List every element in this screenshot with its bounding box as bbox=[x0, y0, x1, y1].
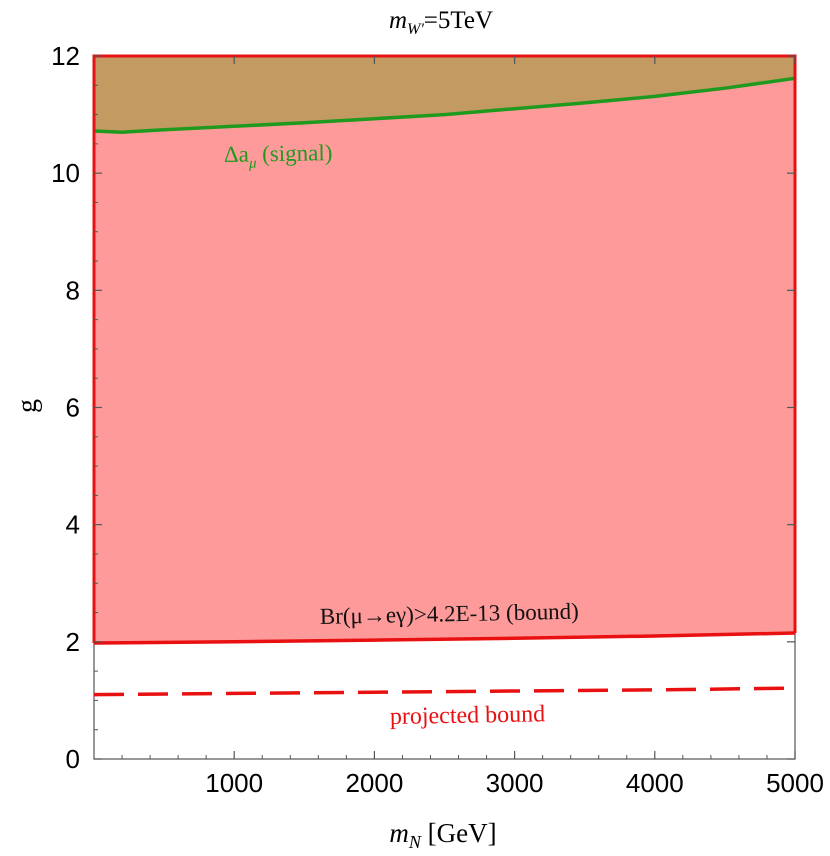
y-tick-label: 10 bbox=[51, 158, 80, 188]
axis-ticks: 0 2 4 6 8 10 12 1000 2000 3000 4000 5000 bbox=[51, 41, 824, 798]
signal-label-rest: (signal) bbox=[256, 140, 332, 166]
chart-title-rest: =5TeV bbox=[424, 7, 493, 34]
x-axis-label: mN [GeV] bbox=[389, 818, 496, 852]
x-axis-label-rest: [GeV] bbox=[421, 818, 497, 848]
projected-bound-label: projected bound bbox=[390, 701, 546, 730]
chart-title-main: m bbox=[389, 7, 407, 34]
y-tick-label: 12 bbox=[51, 41, 80, 71]
x-axis-label-sub: N bbox=[408, 832, 422, 852]
x-tick-label: 5000 bbox=[766, 768, 824, 798]
x-tick-label: 2000 bbox=[345, 768, 403, 798]
signal-label-sub: μ bbox=[248, 155, 257, 171]
y-tick-label: 2 bbox=[66, 627, 80, 657]
x-tick-label: 3000 bbox=[486, 768, 544, 798]
signal-region bbox=[94, 56, 795, 133]
signal-curve bbox=[93, 76, 796, 134]
y-tick-label: 0 bbox=[66, 744, 80, 774]
x-axis-label-main: m bbox=[389, 818, 409, 848]
x-tick-label: 1000 bbox=[205, 768, 263, 798]
y-tick-label: 8 bbox=[66, 275, 80, 305]
signal-label-main: Δa bbox=[224, 142, 249, 167]
excluded-region bbox=[94, 56, 795, 643]
bound-curve-label: Br(μ→eγ)>4.2E-13 (bound) bbox=[320, 599, 579, 629]
y-axis-label: g bbox=[12, 399, 43, 413]
y-tick-label: 4 bbox=[66, 510, 80, 540]
excluded-region-edge bbox=[92, 54, 797, 643]
bound-curve bbox=[93, 631, 796, 645]
x-tick-label: 4000 bbox=[626, 768, 684, 798]
y-tick-label: 6 bbox=[66, 393, 80, 423]
signal-curve-label: Δaμ (signal) bbox=[224, 140, 333, 172]
chart-title-sub: W' bbox=[407, 21, 424, 38]
chart-title: mW'=5TeV bbox=[389, 7, 493, 38]
projected-bound-curve bbox=[93, 686, 796, 697]
